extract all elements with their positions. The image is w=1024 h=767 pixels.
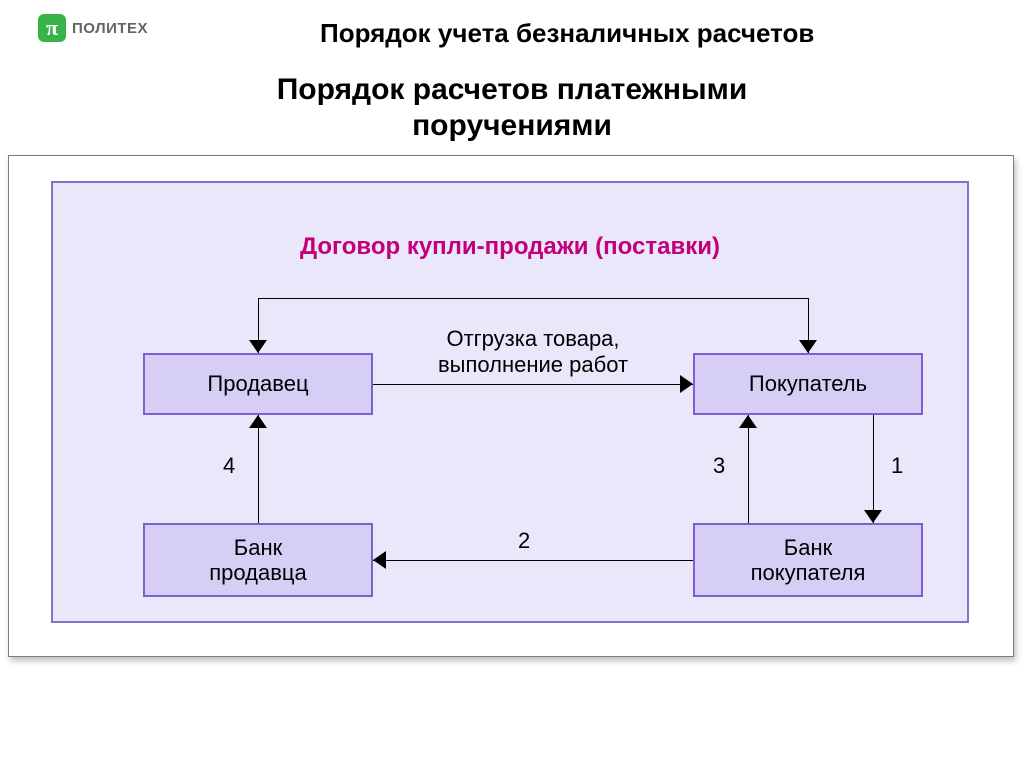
arrow-head-icon [373, 551, 386, 569]
node-buyer: Покупатель [693, 353, 923, 415]
arrow-head-icon [249, 415, 267, 428]
logo-pi-icon: π [38, 14, 66, 42]
arrow-head-icon [739, 415, 757, 428]
edge-label: Отгрузка товара,выполнение работ [383, 326, 683, 378]
connector [373, 560, 693, 561]
page-subtitle: Порядок расчетов платежными поручениями [0, 72, 1024, 144]
connector [873, 415, 874, 523]
edge-label: 2 [518, 528, 530, 554]
arrow-head-icon [799, 340, 817, 353]
diagram-caption: Договор купли-продажи (поставки) [53, 233, 967, 261]
connector [258, 298, 808, 299]
node-seller: Продавец [143, 353, 373, 415]
arrow-head-icon [864, 510, 882, 523]
diagram-inner-frame: Договор купли-продажи (поставки) Продаве… [51, 181, 969, 623]
arrow-head-icon [249, 340, 267, 353]
subtitle-line2: поручениями [412, 109, 612, 142]
logo-text: ПОЛИТЕХ [72, 20, 148, 37]
logo: π ПОЛИТЕХ [38, 14, 148, 42]
node-seller_bank: Банкпродавца [143, 523, 373, 597]
node-buyer_bank: Банкпокупателя [693, 523, 923, 597]
edge-label: 4 [223, 453, 235, 479]
diagram-outer-frame: Договор купли-продажи (поставки) Продаве… [8, 155, 1014, 657]
subtitle-line1: Порядок расчетов платежными [277, 73, 748, 106]
edge-label: 1 [891, 453, 903, 479]
edge-label: 3 [713, 453, 725, 479]
connector [258, 415, 259, 523]
connector [748, 415, 749, 523]
connector [373, 384, 693, 385]
page-title: Порядок учета безналичных расчетов [320, 18, 1004, 49]
